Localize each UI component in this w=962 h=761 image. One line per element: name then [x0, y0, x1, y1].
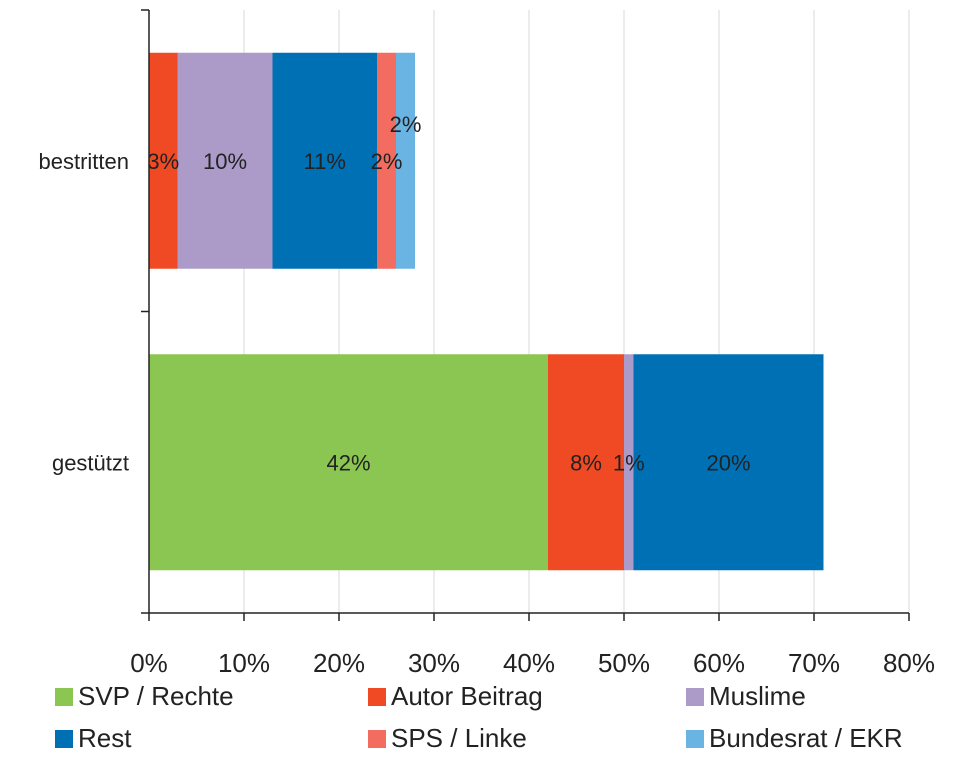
category-labels: bestritten gestützt	[39, 149, 130, 476]
x-tick-label: 10%	[218, 648, 270, 678]
bar-segment	[149, 52, 178, 269]
x-tick-label: 80%	[883, 648, 935, 678]
category-label: bestritten	[39, 149, 130, 174]
data-label: 2%	[371, 149, 403, 174]
data-label: 2%	[390, 112, 422, 137]
bars	[149, 52, 824, 571]
legend-label: Autor Beitrag	[391, 681, 543, 711]
x-tick-label: 0%	[130, 648, 168, 678]
data-label: 3%	[147, 149, 179, 174]
bar-segment	[548, 354, 624, 571]
x-tick-label: 60%	[693, 648, 745, 678]
x-tick-label: 40%	[503, 648, 555, 678]
bar-segment	[149, 354, 548, 571]
legend-swatch	[368, 730, 386, 748]
legend-swatch	[55, 688, 73, 706]
bar-segment	[624, 354, 634, 571]
legend-swatch	[686, 730, 704, 748]
data-label: 11%	[304, 149, 346, 174]
data-label: 1%	[613, 450, 645, 475]
bar-segment	[177, 52, 273, 269]
bar-segment	[633, 354, 824, 571]
data-label: 10%	[203, 149, 247, 174]
legend-swatch	[368, 688, 386, 706]
legend-label: Muslime	[709, 681, 806, 711]
x-tick-label: 70%	[788, 648, 840, 678]
legend-label: Bundesrat / EKR	[709, 723, 903, 753]
axes	[141, 9, 910, 621]
x-tick-label: 50%	[598, 648, 650, 678]
x-tick-labels: 0% 10% 20% 30% 40% 50% 60% 70% 80%	[130, 648, 935, 678]
category-label: gestützt	[52, 450, 129, 475]
x-tick-label: 30%	[408, 648, 460, 678]
data-label: 42%	[326, 450, 370, 475]
bar-segment	[377, 52, 396, 269]
bar-segment	[396, 52, 415, 269]
legend-label: SVP / Rechte	[78, 681, 234, 711]
legend-swatch	[55, 730, 73, 748]
legend-swatch	[686, 688, 704, 706]
x-tick-label: 20%	[313, 648, 365, 678]
legend: SVP / Rechte Autor Beitrag Muslime Rest SPS …	[55, 681, 903, 753]
legend-label: SPS / Linke	[391, 723, 527, 753]
legend-label: Rest	[78, 723, 132, 753]
data-label: 8%	[570, 450, 602, 475]
data-label: 20%	[706, 450, 750, 475]
data-labels: 10% 11% 3% 2% 2% 42% 8% 20% 1%	[147, 112, 750, 476]
bar-segment	[272, 52, 377, 269]
